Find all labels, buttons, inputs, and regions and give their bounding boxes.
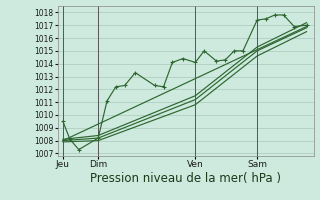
X-axis label: Pression niveau de la mer( hPa ): Pression niveau de la mer( hPa ) (90, 172, 281, 185)
